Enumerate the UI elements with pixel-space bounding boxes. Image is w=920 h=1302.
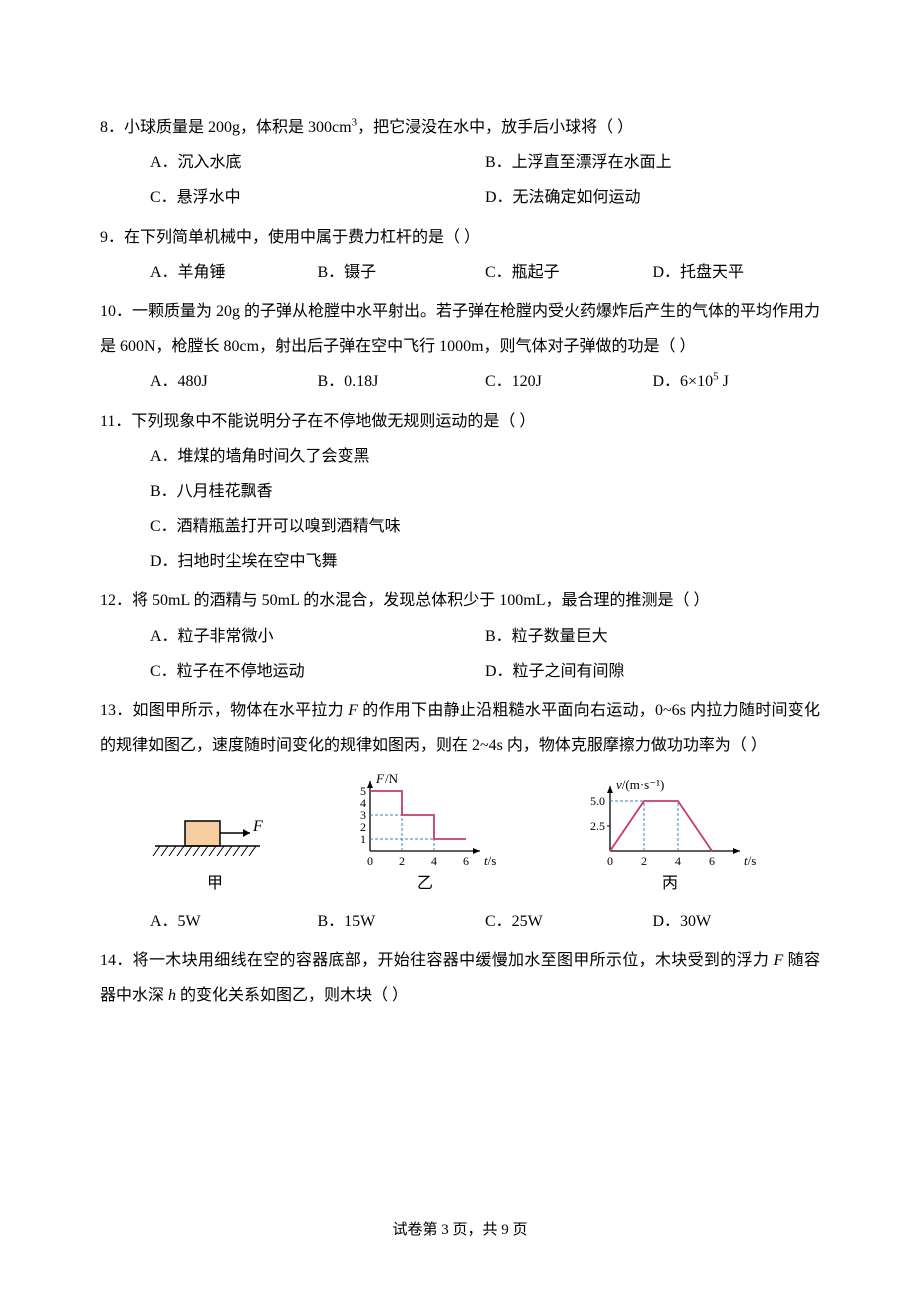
svg-text:0: 0 bbox=[367, 854, 373, 868]
q9-opt-b: B．镊子 bbox=[318, 255, 486, 290]
q11-opt-b: B．八月桂花飘香 bbox=[150, 474, 820, 509]
q8-text-suffix: ，把它浸没在水中，放手后小球将（ ） bbox=[357, 119, 633, 136]
q11-text: 11．下列现象中不能说明分子在不停地做无规则运动的是（ ） bbox=[100, 404, 820, 439]
svg-text:1: 1 bbox=[360, 832, 366, 846]
q14-text: 14．将一木块用细线在空的容器底部，开始往容器中缓慢加水至图甲所示位，木块受到的… bbox=[100, 943, 820, 1013]
q8-opt-b: B．上浮直至漂浮在水面上 bbox=[485, 145, 820, 180]
q13-opt-a: A．5W bbox=[150, 904, 318, 939]
q8-text-prefix: 8．小球质量是 200g，体积是 300cm bbox=[100, 119, 352, 136]
q10-opt-b: B．0.18J bbox=[318, 364, 486, 399]
q9-opt-c: C．瓶起子 bbox=[485, 255, 653, 290]
svg-text:v/(m·s⁻¹): v/(m·s⁻¹) bbox=[616, 777, 664, 792]
diagram-jia: F 甲 bbox=[150, 801, 280, 895]
q13-options: A．5W B．15W C．25W D．30W bbox=[100, 904, 820, 939]
question-9: 9．在下列简单机械中，使用中属于费力杠杆的是（ ） A．羊角锤 B．镊子 C．瓶… bbox=[100, 220, 820, 290]
svg-text:4: 4 bbox=[360, 796, 366, 810]
q8-options-row1: A．沉入水底 B．上浮直至漂浮在水面上 bbox=[100, 145, 820, 180]
diagram-jia-svg: F bbox=[150, 801, 280, 871]
q9-opt-d: D．托盘天平 bbox=[653, 255, 821, 290]
svg-text:F: F bbox=[375, 771, 385, 786]
q8-options-row2: C．悬浮水中 D．无法确定如何运动 bbox=[100, 180, 820, 215]
q10-opt-a: A．480J bbox=[150, 364, 318, 399]
page-footer: 试卷第 3 页，共 9 页 bbox=[0, 1214, 920, 1247]
svg-text:4: 4 bbox=[431, 854, 437, 868]
question-14: 14．将一木块用细线在空的容器底部，开始往容器中缓慢加水至图甲所示位，木块受到的… bbox=[100, 943, 820, 1013]
diagram-bing: 2.5 5.0 0 2 4 6 v/(m·s⁻¹) t/s 丙 bbox=[570, 771, 770, 895]
question-13: 13．如图甲所示，物体在水平拉力 F 的作用下由静止沿粗糙水平面向右运动，0~6… bbox=[100, 693, 820, 939]
q12-opt-c: C．粒子在不停地运动 bbox=[150, 654, 485, 689]
q10-text: 10．一颗质量为 20g 的子弹从枪膛中水平射出。若子弹在枪膛内受火药爆炸后产生… bbox=[100, 294, 820, 364]
question-8-text: 8．小球质量是 200g，体积是 300cm3，把它浸没在水中，放手后小球将（ … bbox=[100, 110, 820, 145]
q9-opt-a: A．羊角锤 bbox=[150, 255, 318, 290]
q12-opt-d: D．粒子之间有间隙 bbox=[485, 654, 820, 689]
svg-text:6: 6 bbox=[709, 854, 715, 868]
svg-text:0: 0 bbox=[607, 854, 613, 868]
q10-options: A．480J B．0.18J C．120J D．6×105 J bbox=[100, 364, 820, 399]
q11-opt-c: C．酒精瓶盖打开可以嗅到酒精气味 bbox=[150, 509, 820, 544]
q12-opt-b: B．粒子数量巨大 bbox=[485, 619, 820, 654]
q12-options-row1: A．粒子非常微小 B．粒子数量巨大 bbox=[100, 619, 820, 654]
svg-text:5.0: 5.0 bbox=[590, 794, 605, 808]
q12-options-row2: C．粒子在不停地运动 D．粒子之间有间隙 bbox=[100, 654, 820, 689]
q10-opt-d: D．6×105 J bbox=[653, 364, 821, 399]
diagram-yi-label: 乙 bbox=[340, 873, 510, 895]
q12-opt-a: A．粒子非常微小 bbox=[150, 619, 485, 654]
q11-opt-d: D．扫地时尘埃在空中飞舞 bbox=[150, 544, 820, 579]
q13-opt-b: B．15W bbox=[318, 904, 486, 939]
q8-opt-a: A．沉入水底 bbox=[150, 145, 485, 180]
question-10: 10．一颗质量为 20g 的子弹从枪膛中水平射出。若子弹在枪膛内受火药爆炸后产生… bbox=[100, 294, 820, 400]
svg-text:F: F bbox=[252, 818, 263, 835]
svg-text:2: 2 bbox=[641, 854, 647, 868]
svg-text:5: 5 bbox=[360, 784, 366, 798]
svg-text:t/s: t/s bbox=[484, 853, 496, 868]
diagram-yi: 123450246F/Nt/s 乙 bbox=[340, 771, 510, 895]
svg-text:3: 3 bbox=[360, 808, 366, 822]
q10-opt-c: C．120J bbox=[485, 364, 653, 399]
chart-bing-svg: 2.5 5.0 0 2 4 6 v/(m·s⁻¹) t/s bbox=[570, 771, 770, 871]
q9-options: A．羊角锤 B．镊子 C．瓶起子 D．托盘天平 bbox=[100, 255, 820, 290]
question-11: 11．下列现象中不能说明分子在不停地做无规则运动的是（ ） A．堆煤的墙角时间久… bbox=[100, 404, 820, 580]
q13-opt-d: D．30W bbox=[653, 904, 821, 939]
q11-opt-a: A．堆煤的墙角时间久了会变黑 bbox=[150, 439, 820, 474]
diagram-jia-label: 甲 bbox=[150, 873, 280, 895]
question-8: 8．小球质量是 200g，体积是 300cm3，把它浸没在水中，放手后小球将（ … bbox=[100, 110, 820, 216]
q13-force-symbol: F bbox=[348, 702, 358, 719]
svg-text:2: 2 bbox=[360, 820, 366, 834]
q11-options: A．堆煤的墙角时间久了会变黑 B．八月桂花飘香 C．酒精瓶盖打开可以嗅到酒精气味… bbox=[100, 439, 820, 580]
svg-text:2.5: 2.5 bbox=[590, 819, 605, 833]
q12-text: 12．将 50mL 的酒精与 50mL 的水混合，发现总体积少于 100mL，最… bbox=[100, 583, 820, 618]
chart-yi-svg: 123450246F/Nt/s bbox=[340, 771, 510, 871]
svg-text:4: 4 bbox=[675, 854, 681, 868]
q8-opt-c: C．悬浮水中 bbox=[150, 180, 485, 215]
svg-text:t/s: t/s bbox=[744, 853, 756, 868]
svg-text:/N: /N bbox=[385, 771, 399, 786]
q13-opt-c: C．25W bbox=[485, 904, 653, 939]
svg-text:2: 2 bbox=[399, 854, 405, 868]
question-12: 12．将 50mL 的酒精与 50mL 的水混合，发现总体积少于 100mL，最… bbox=[100, 583, 820, 689]
q13-text: 13．如图甲所示，物体在水平拉力 F 的作用下由静止沿粗糙水平面向右运动，0~6… bbox=[100, 693, 820, 763]
q13-diagrams: F 甲 123450246F/Nt/s 乙 2.55.00246v bbox=[100, 763, 820, 903]
q9-text: 9．在下列简单机械中，使用中属于费力杠杆的是（ ） bbox=[100, 220, 820, 255]
diagram-bing-label: 丙 bbox=[570, 873, 770, 895]
q8-opt-d: D．无法确定如何运动 bbox=[485, 180, 820, 215]
svg-text:6: 6 bbox=[463, 854, 469, 868]
